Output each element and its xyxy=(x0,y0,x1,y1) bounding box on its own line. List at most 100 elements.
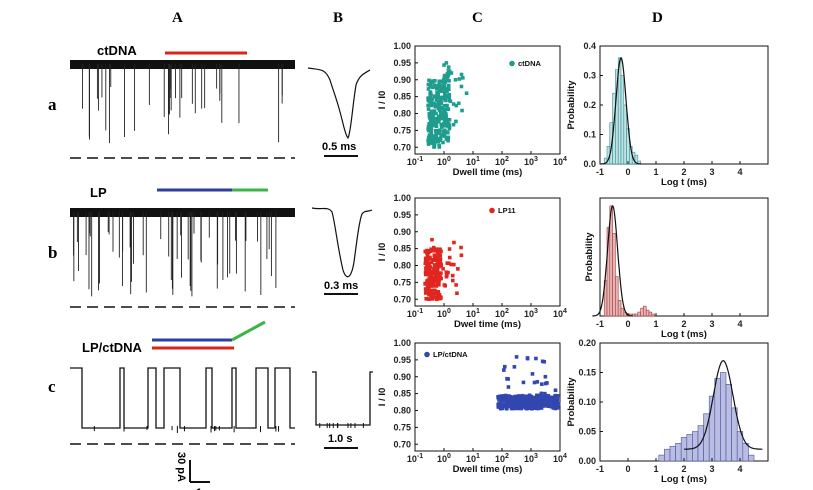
trace-label-lp: LP xyxy=(90,185,107,200)
data-point xyxy=(439,97,443,102)
event-scale-label-a: 0.5 ms xyxy=(322,141,356,153)
data-point xyxy=(508,401,513,406)
x-tick-label: 104 xyxy=(553,453,567,464)
data-point xyxy=(553,404,557,409)
data-point xyxy=(444,61,449,65)
data-point xyxy=(540,395,544,400)
data-point xyxy=(432,145,436,149)
data-point xyxy=(445,93,450,98)
data-point xyxy=(428,140,433,145)
data-point xyxy=(518,404,523,409)
data-point xyxy=(503,402,508,407)
y-tick-label: 0.2 xyxy=(583,100,596,110)
y-tick-label: 1.00 xyxy=(393,338,411,348)
y-tick-label: 0.75 xyxy=(393,277,411,287)
data-point xyxy=(502,398,507,403)
data-point xyxy=(435,247,440,251)
x-tick-label: 100 xyxy=(437,156,451,167)
data-point xyxy=(464,91,469,96)
data-point xyxy=(447,98,451,103)
x-tick-label: 0 xyxy=(625,464,630,474)
y-tick-label: 0.15 xyxy=(578,368,596,378)
data-point xyxy=(432,253,437,258)
data-point xyxy=(437,102,442,106)
green-bar-c xyxy=(231,320,266,342)
data-point xyxy=(447,255,452,260)
data-point xyxy=(436,252,440,257)
x-tick-label: 2 xyxy=(681,167,686,177)
data-point xyxy=(447,78,451,83)
data-point xyxy=(438,108,443,113)
data-point xyxy=(434,132,438,137)
data-point xyxy=(548,401,553,406)
data-point xyxy=(428,255,432,260)
x-tick-label: 103 xyxy=(524,308,538,319)
x-tick-label: -1 xyxy=(596,319,604,329)
data-point xyxy=(534,356,538,361)
data-point xyxy=(430,248,434,252)
data-point xyxy=(536,399,540,404)
data-point xyxy=(435,281,440,285)
data-point xyxy=(447,117,452,122)
data-point xyxy=(507,404,512,409)
x-tick-label: 4 xyxy=(737,319,742,329)
x-tick-label: 10-1 xyxy=(407,156,423,167)
data-point xyxy=(427,78,431,83)
data-point xyxy=(521,400,525,404)
x-axis-label: Dwell time (ms) xyxy=(453,464,523,475)
data-point xyxy=(452,240,456,245)
data-point xyxy=(504,406,509,411)
data-point xyxy=(439,84,443,89)
data-point xyxy=(423,257,428,261)
data-point xyxy=(450,273,455,278)
histogram-bar xyxy=(637,311,641,317)
data-point xyxy=(429,260,434,265)
histogram-bar xyxy=(658,454,665,462)
data-point xyxy=(439,263,443,268)
scatter-axes-3 xyxy=(414,342,561,452)
data-point xyxy=(434,268,438,273)
x-tick-label: 3 xyxy=(709,167,714,177)
data-point xyxy=(451,102,456,106)
y-tick-label: 0.95 xyxy=(393,58,411,68)
data-point xyxy=(428,85,433,89)
x-tick-label: 4 xyxy=(737,464,742,474)
histogram-bar xyxy=(615,276,619,317)
data-point xyxy=(546,393,551,398)
data-point xyxy=(439,101,444,105)
data-point xyxy=(537,401,542,406)
histogram-bar xyxy=(664,448,671,462)
data-point xyxy=(437,88,442,92)
data-point xyxy=(446,86,451,91)
x-tick-exponent: 1 xyxy=(476,308,480,315)
x-tick-label: -1 xyxy=(596,464,604,474)
data-point xyxy=(440,123,444,127)
data-point xyxy=(435,119,439,123)
y-tick-label: 0.75 xyxy=(393,422,411,432)
x-tick-label: 102 xyxy=(495,453,509,464)
fit-curve xyxy=(684,360,763,450)
x-tick-label: 103 xyxy=(524,453,538,464)
data-point xyxy=(530,372,535,376)
data-point xyxy=(438,296,442,301)
data-point xyxy=(459,84,464,89)
legend-label: ctDNA xyxy=(518,59,542,68)
data-point xyxy=(529,395,533,400)
x-tick-exponent: 3 xyxy=(534,308,538,315)
data-point xyxy=(524,398,528,403)
data-point xyxy=(434,121,439,125)
data-point xyxy=(434,284,439,288)
data-point xyxy=(529,406,534,410)
event-scale-label-b: 0.3 ms xyxy=(324,280,358,292)
data-point xyxy=(552,398,556,403)
data-point xyxy=(456,267,460,271)
data-point xyxy=(514,402,519,407)
x-tick-label: 102 xyxy=(495,308,509,319)
panel-label-d: D xyxy=(652,10,663,26)
y-tick-label: 0.85 xyxy=(393,389,411,399)
scale-label-time: 1 s xyxy=(196,487,211,490)
data-point xyxy=(446,107,451,111)
data-point xyxy=(444,270,449,275)
data-point xyxy=(429,272,434,277)
